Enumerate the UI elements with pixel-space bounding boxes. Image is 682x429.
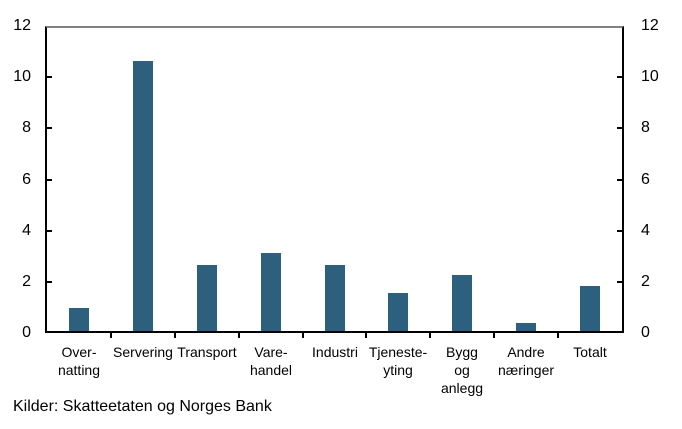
y-tick-mark-left [47,281,52,283]
bar [196,265,217,331]
x-tick-mark [110,333,112,338]
bar [132,61,153,331]
x-category-label: Bygg og anlegg [440,344,484,396]
x-tick-mark [557,333,559,338]
y-axis-tick-label-right: 4 [641,222,650,239]
source-note: Kilder: Skatteetaten og Norges Bank [13,398,272,415]
y-tick-mark-right [617,281,622,283]
x-tick-mark [493,333,495,338]
y-axis-tick-label-left: 12 [13,17,31,34]
bar [452,275,473,331]
x-tick-mark [302,333,304,338]
y-axis-tick-label-left: 0 [22,324,31,341]
y-axis-tick-label-left: 6 [22,171,31,188]
bar [580,286,601,331]
x-category-label: Transport [177,344,237,360]
y-tick-mark-right [617,127,622,129]
y-tick-mark-left [47,179,52,181]
y-axis-tick-label-left: 2 [22,273,31,290]
y-axis-tick-label-right: 12 [641,17,659,34]
y-tick-mark-left [47,230,52,232]
y-axis-tick-label-left: 10 [13,68,31,85]
x-category-label: Industri [312,344,358,360]
y-axis-tick-label-left: 8 [22,119,31,136]
y-tick-mark-right [617,179,622,181]
y-axis-tick-label-left: 4 [22,222,31,239]
y-tick-mark-left [47,76,52,78]
y-tick-mark-left [47,127,52,129]
bar [324,265,345,331]
x-category-label: Servering [113,344,173,360]
bar [388,293,409,331]
y-axis-tick-label-right: 6 [641,171,650,188]
bar [68,308,89,331]
y-tick-mark-right [617,76,622,78]
x-tick-mark [429,333,431,338]
y-axis-tick-label-right: 0 [641,324,650,341]
bar [260,253,281,331]
x-category-label: Andre næringer [497,344,555,378]
x-category-label: Totalt [573,344,607,360]
y-axis-tick-label-right: 2 [641,273,650,290]
bar [516,323,537,331]
y-axis-tick-label-right: 8 [641,119,650,136]
y-tick-mark-right [617,230,622,232]
y-axis-tick-label-right: 10 [641,68,659,85]
x-category-label: Tjeneste- yting [368,344,428,378]
x-tick-mark [238,333,240,338]
x-tick-mark [174,333,176,338]
plot-area [45,26,624,333]
x-tick-mark [365,333,367,338]
x-category-label: Vare- handel [249,344,293,378]
x-category-label: Over- natting [57,344,101,378]
